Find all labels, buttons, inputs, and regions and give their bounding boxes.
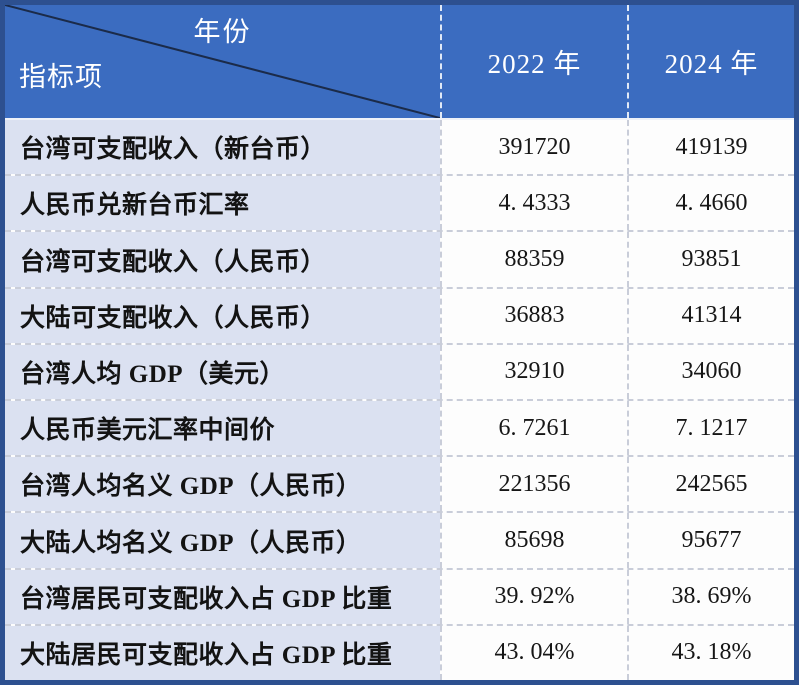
table-row: 台湾可支配收入（新台币） 391720 419139	[5, 118, 794, 175]
row-label: 台湾居民可支配收入占 GDP 比重	[5, 569, 440, 624]
table-row: 大陆可支配收入（人民币） 36883 41314	[5, 286, 794, 343]
cell-2024: 38. 69%	[627, 569, 794, 624]
table-row: 大陆人均名义 GDP（人民币） 85698 95677	[5, 511, 794, 568]
corner-label-year: 年份	[193, 17, 252, 47]
row-label: 大陆人均名义 GDP（人民币）	[5, 513, 440, 568]
table-row: 台湾可支配收入（人民币） 88359 93851	[5, 230, 794, 287]
cell-2022: 39. 92%	[440, 569, 627, 624]
cell-2022: 32910	[440, 344, 627, 400]
table-row: 人民币兑新台币汇率 4. 4333 4. 4660	[5, 174, 794, 231]
diagonal-header-cell: 年份 指标项	[5, 5, 440, 118]
cell-2024: 242565	[627, 457, 794, 512]
row-label: 大陆居民可支配收入占 GDP 比重	[5, 625, 440, 681]
row-label: 人民币兑新台币汇率	[5, 176, 440, 231]
cell-2022: 85698	[440, 513, 627, 568]
column-header-2024: 2024 年	[627, 5, 794, 118]
cell-2024: 95677	[627, 513, 794, 568]
table-row: 台湾人均名义 GDP（人民币） 221356 242565	[5, 455, 794, 512]
table-row: 人民币美元汇率中间价 6. 7261 7. 1217	[5, 399, 794, 456]
cell-2024: 4. 4660	[627, 176, 794, 231]
table-body: 台湾可支配收入（新台币） 391720 419139 人民币兑新台币汇率 4. …	[5, 118, 794, 681]
table-row: 大陆居民可支配收入占 GDP 比重 43. 04% 43. 18%	[5, 623, 794, 681]
row-label: 台湾可支配收入（新台币）	[5, 120, 440, 175]
table-row: 台湾居民可支配收入占 GDP 比重 39. 92% 38. 69%	[5, 567, 794, 624]
cell-2024: 34060	[627, 344, 794, 400]
row-label: 台湾人均 GDP（美元）	[5, 344, 440, 400]
cell-2022: 221356	[440, 457, 627, 512]
cell-2022: 6. 7261	[440, 401, 627, 456]
cell-2024: 41314	[627, 288, 794, 343]
column-header-2022: 2022 年	[440, 5, 627, 118]
cell-2024: 43. 18%	[627, 625, 794, 681]
table-row: 台湾人均 GDP（美元） 32910 34060	[5, 342, 794, 400]
corner-label-indicator: 指标项	[19, 62, 103, 92]
cell-2022: 43. 04%	[440, 625, 627, 681]
table-header-row: 年份 指标项 2022 年 2024 年	[5, 5, 794, 118]
cell-2022: 4. 4333	[440, 176, 627, 231]
cell-2022: 36883	[440, 288, 627, 343]
cell-2022: 88359	[440, 232, 627, 287]
cell-2024: 93851	[627, 232, 794, 287]
row-label: 台湾可支配收入（人民币）	[5, 232, 440, 287]
row-label: 人民币美元汇率中间价	[5, 401, 440, 456]
cell-2024: 419139	[627, 120, 794, 175]
row-label: 台湾人均名义 GDP（人民币）	[5, 457, 440, 512]
row-label: 大陆可支配收入（人民币）	[5, 288, 440, 343]
cell-2024: 7. 1217	[627, 401, 794, 456]
diagonal-split-line	[5, 5, 440, 118]
cell-2022: 391720	[440, 120, 627, 175]
